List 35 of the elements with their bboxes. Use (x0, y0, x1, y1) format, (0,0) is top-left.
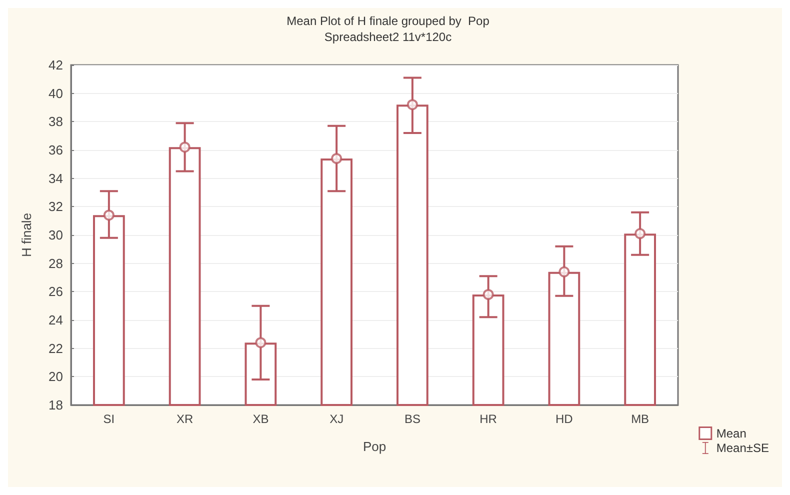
x-tick-label: BS (404, 412, 420, 426)
y-tick-label: 18 (48, 398, 63, 412)
y-tick-label: 30 (48, 228, 63, 242)
chart-title: Mean Plot of H finale grouped by Pop (286, 14, 490, 28)
y-tick-label: 26 (48, 284, 63, 300)
point (634, 228, 646, 240)
point (331, 153, 342, 164)
y-tick-label: 34 (48, 170, 63, 186)
x-tick-label: XJ (330, 412, 344, 426)
y-axis-title: H finale (19, 212, 34, 258)
x-tick-label: XR (176, 412, 194, 426)
y-tick-label: 42 (48, 58, 63, 72)
x-tick-label: XB (252, 412, 269, 426)
point (558, 266, 570, 278)
x-tick-label: HD (556, 412, 574, 426)
y-tick-label: 20 (48, 369, 63, 384)
point (482, 289, 494, 300)
text: Mean±SE (716, 441, 770, 455)
chart-subtitle: Spreadsheet2 11v*120c (324, 30, 452, 44)
y-tick-label: 32 (48, 199, 63, 214)
x-tick-label: HR (480, 412, 498, 426)
y-tick-label: 24 (48, 312, 63, 328)
y-tick-label: 22 (48, 340, 63, 356)
point (103, 210, 114, 221)
point (179, 142, 190, 153)
point (255, 337, 266, 348)
y-tick-label: 36 (48, 142, 63, 158)
x-tick-label: MB (631, 412, 650, 426)
x-tick-label: SI (103, 412, 115, 426)
point (406, 99, 418, 110)
legend-label: Mean (716, 426, 746, 440)
x-axis-title: Pop (362, 439, 386, 454)
y-tick-label: 28 (48, 256, 63, 271)
y-tick-label: 38 (48, 114, 63, 130)
y-tick-label: 40 (48, 86, 63, 101)
